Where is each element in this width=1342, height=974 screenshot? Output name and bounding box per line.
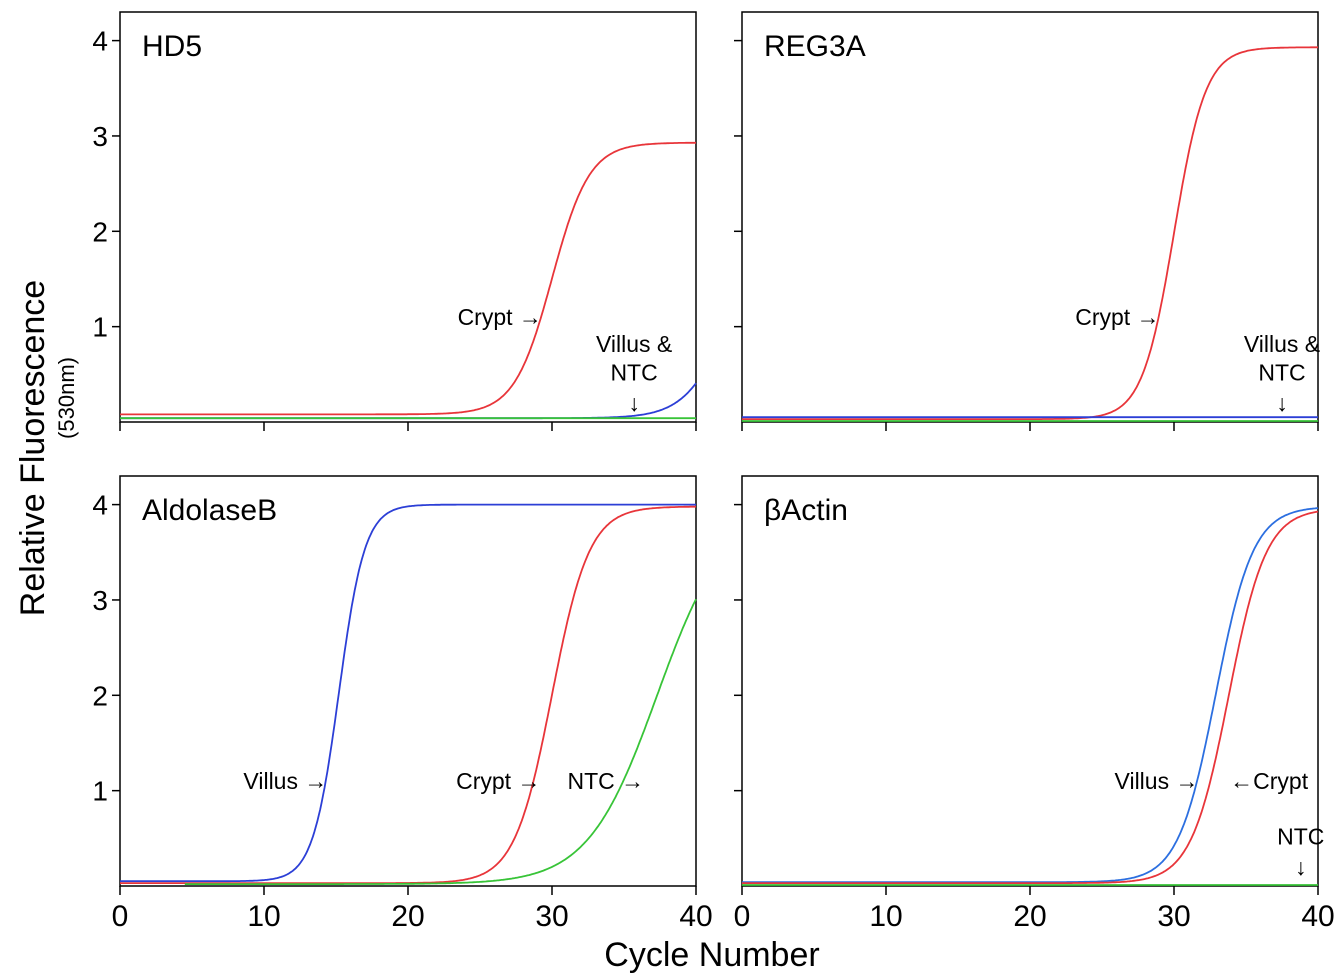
x-tick-label: 30 bbox=[1157, 900, 1190, 933]
annotation-label: Villus → bbox=[243, 768, 327, 794]
annotation-label: Crypt → bbox=[1075, 304, 1159, 330]
annotation-label: NTC → bbox=[567, 768, 644, 794]
x-tick-label: 20 bbox=[391, 900, 424, 933]
annotation-label: Villus → bbox=[1115, 768, 1199, 794]
x-tick-label: 10 bbox=[247, 900, 280, 933]
series-line-villus bbox=[742, 507, 1319, 884]
x-tick-label: 40 bbox=[1301, 900, 1334, 933]
annotation-label: ↓ bbox=[628, 390, 640, 416]
annotation-label: NTC bbox=[610, 359, 657, 385]
series-line-villus bbox=[120, 503, 696, 883]
series-line-villus bbox=[120, 382, 697, 420]
y-tick-label: 4 bbox=[92, 26, 108, 57]
annotation-label: ↓ bbox=[1295, 854, 1307, 880]
x-tick-label: 0 bbox=[734, 900, 751, 933]
annotation-label: Villus & bbox=[1244, 331, 1320, 357]
panel-title: REG3A bbox=[764, 30, 866, 63]
y-tick-label: 2 bbox=[92, 216, 108, 247]
plot-frame bbox=[741, 11, 1319, 423]
y-tick-label: 3 bbox=[92, 121, 108, 152]
series-line-ntc bbox=[184, 598, 697, 885]
series-line-crypt bbox=[120, 141, 696, 416]
annotation-label: ←Crypt bbox=[1230, 768, 1309, 794]
annotation-label: Crypt → bbox=[458, 304, 542, 330]
annotation-label: Crypt → bbox=[456, 768, 540, 794]
y-tick-label: 1 bbox=[92, 312, 108, 343]
series-line-crypt bbox=[742, 46, 1318, 420]
panel-title: βActin bbox=[764, 494, 848, 527]
annotation-label: NTC bbox=[1258, 359, 1305, 385]
annotation-label: Villus & bbox=[596, 331, 672, 357]
y-tick-label: 1 bbox=[92, 776, 108, 807]
panel-title: AldolaseB bbox=[142, 494, 277, 527]
y-tick-label: 4 bbox=[92, 490, 108, 521]
chart-panel-2: REG3A Crypt → Villus &NTC ↓ bbox=[734, 11, 1320, 431]
x-tick-label: 30 bbox=[535, 900, 568, 933]
panel-title: HD5 bbox=[142, 30, 202, 63]
annotation-label: NTC bbox=[1277, 823, 1324, 849]
x-tick-label: 40 bbox=[679, 900, 712, 933]
y-tick-label: 2 bbox=[92, 680, 108, 711]
x-tick-label: 0 bbox=[112, 900, 129, 933]
series-line-crypt bbox=[742, 510, 1319, 884]
x-axis-label: Cycle Number bbox=[604, 936, 819, 974]
y-axis-sublabel: (530nm) bbox=[54, 357, 79, 439]
annotation-label: ↓ bbox=[1276, 390, 1288, 416]
x-tick-label: 20 bbox=[1013, 900, 1046, 933]
chart-panel-1: 1 2 3 4 HD5 Crypt → Villus &NTC ↓ bbox=[92, 11, 697, 431]
plot-frame bbox=[119, 475, 697, 887]
x-tick-label: 10 bbox=[869, 900, 902, 933]
y-axis-label: Relative Fluorescence bbox=[14, 280, 52, 616]
y-tick-label: 3 bbox=[92, 585, 108, 616]
chart-panel-4: 0 10 20 30 40 βActin Villus → ←Crypt NTC ↓ bbox=[734, 475, 1335, 933]
series-line-crypt bbox=[120, 505, 696, 884]
